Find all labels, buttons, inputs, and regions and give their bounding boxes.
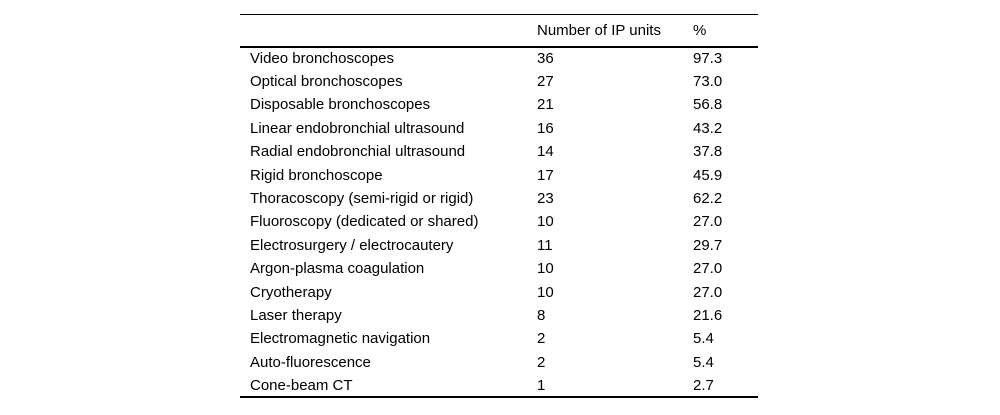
row-label: Linear endobronchial ultrasound [250, 119, 465, 137]
row-label: Thoracoscopy (semi-rigid or rigid) [250, 190, 474, 208]
row-count: 2 [537, 330, 546, 348]
row-count: 10 [537, 283, 554, 301]
row-percent: 37.8 [693, 143, 723, 161]
row-percent: 62.2 [693, 190, 723, 208]
header-cell-count: Number of IP units [537, 21, 661, 39]
row-percent: 73.0 [693, 73, 723, 91]
row-percent: 56.8 [693, 96, 723, 114]
row-percent: 5.4 [693, 330, 714, 348]
table-row: Argon-plasma coagulation 10 27.0 [240, 257, 758, 280]
row-label: Disposable bronchoscopes [250, 96, 431, 114]
row-label: Video bronchoscopes [250, 50, 394, 68]
row-percent: 97.3 [693, 50, 723, 68]
row-percent: 27.0 [693, 260, 723, 278]
table-row: Fluoroscopy (dedicated or shared) 10 27.… [240, 210, 758, 233]
row-label: Radial endobronchial ultrasound [250, 143, 466, 161]
row-count: 17 [537, 166, 554, 184]
row-percent: 27.0 [693, 283, 723, 301]
row-count: 2 [537, 353, 546, 371]
row-label: Auto-fluorescence [250, 353, 371, 371]
row-label: Optical bronchoscopes [250, 73, 403, 91]
table-row: Rigid bronchoscope 17 45.9 [240, 163, 758, 186]
equipment-table-container: Number of IP units % Video bronchoscopes… [240, 14, 758, 399]
table-row: Disposable bronchoscopes 21 56.8 [240, 93, 758, 116]
header-row: Number of IP units % [240, 15, 758, 47]
row-percent: 21.6 [693, 306, 723, 324]
row-percent: 27.0 [693, 213, 723, 231]
row-count: 36 [537, 50, 554, 68]
row-count: 11 [537, 236, 553, 254]
table-row: Laser therapy 8 21.6 [240, 304, 758, 327]
table-row: Electromagnetic navigation 2 5.4 [240, 327, 758, 350]
row-percent: 5.4 [693, 353, 714, 371]
table-row: Thoracoscopy (semi-rigid or rigid) 23 62… [240, 187, 758, 210]
row-percent: 29.7 [693, 236, 723, 254]
table-row: Radial endobronchial ultrasound 14 37.8 [240, 140, 758, 163]
table-row: Linear endobronchial ultrasound 16 43.2 [240, 117, 758, 140]
row-count: 16 [537, 119, 554, 137]
row-label: Argon-plasma coagulation [250, 260, 425, 278]
table-row: Cone-beam CT 1 2.7 [240, 374, 758, 397]
row-count: 21 [537, 96, 554, 114]
table-row: Cryotherapy 10 27.0 [240, 280, 758, 303]
header-cell-empty [240, 15, 537, 47]
row-count: 8 [537, 306, 546, 324]
equipment-table: Number of IP units % Video bronchoscopes… [240, 14, 758, 399]
row-label: Rigid bronchoscope [250, 166, 383, 184]
row-label: Cone-beam CT [250, 376, 353, 394]
row-label: Electrosurgery / electrocautery [250, 236, 454, 254]
row-percent: 2.7 [693, 376, 714, 394]
header-cell-percent: % [693, 21, 707, 39]
row-label: Fluoroscopy (dedicated or shared) [250, 213, 479, 231]
row-percent: 43.2 [693, 119, 723, 137]
row-label: Laser therapy [250, 306, 342, 324]
row-count: 14 [537, 143, 554, 161]
table-row: Auto-fluorescence 2 5.4 [240, 351, 758, 374]
row-count: 10 [537, 260, 554, 278]
row-percent: 45.9 [693, 166, 723, 184]
table-body: Video bronchoscopes 36 97.3 Optical bron… [240, 47, 758, 398]
table-row: Electrosurgery / electrocautery 11 29.7 [240, 234, 758, 257]
table-header: Number of IP units % [240, 15, 758, 47]
row-count: 1 [537, 376, 546, 394]
row-count: 10 [537, 213, 554, 231]
row-count: 27 [537, 73, 554, 91]
row-count: 23 [537, 190, 554, 208]
row-label: Cryotherapy [250, 283, 332, 301]
table-row: Optical bronchoscopes 27 73.0 [240, 70, 758, 93]
table-row: Video bronchoscopes 36 97.3 [240, 47, 758, 70]
row-label: Electromagnetic navigation [250, 330, 431, 348]
